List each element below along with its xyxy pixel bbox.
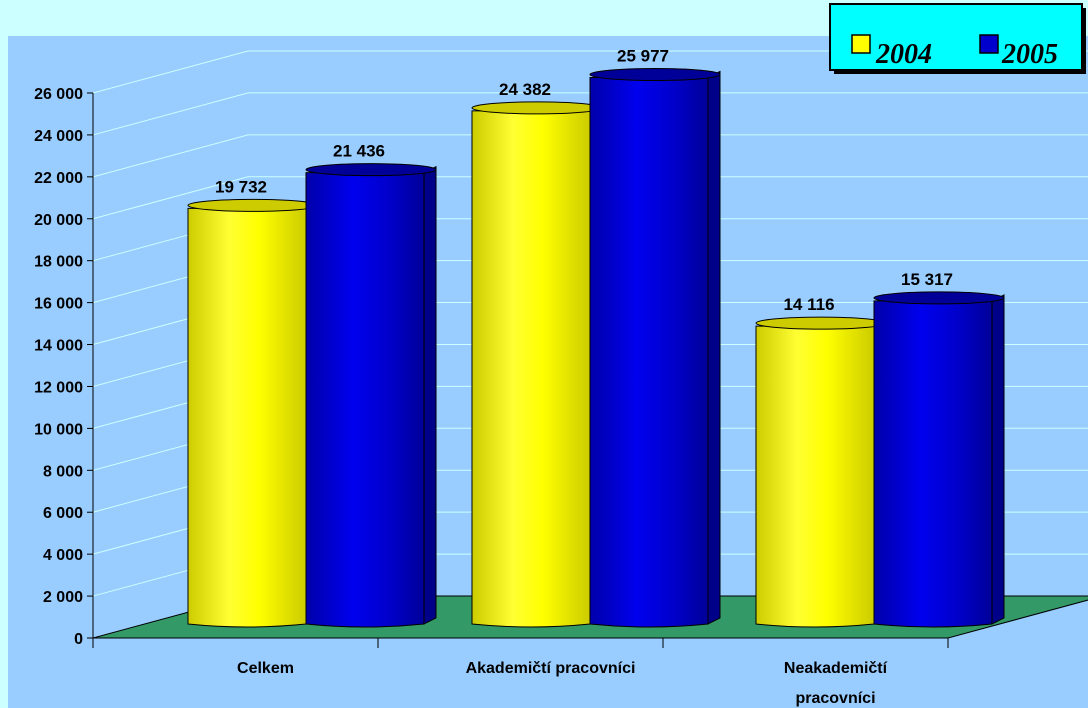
y-tick-label: 0	[74, 631, 83, 648]
y-tick-label: 6 000	[43, 505, 83, 522]
bar-2005-2	[873, 291, 1005, 628]
data-label-2004-2: 14 116	[783, 295, 834, 314]
bar-body	[589, 76, 709, 628]
data-label-2004-0: 19 732	[215, 177, 267, 196]
x-category-label: Celkem	[237, 660, 294, 677]
y-tick-label: 8 000	[43, 463, 83, 480]
y-tick-label: 24 000	[34, 128, 83, 145]
bar-2005-0	[305, 163, 437, 628]
bar-top	[873, 291, 1005, 305]
bar-body	[755, 325, 875, 628]
data-label-2005-0: 21 436	[333, 142, 385, 161]
bar-top	[471, 101, 603, 115]
bar-2005-1	[589, 67, 721, 628]
y-tick-label: 20 000	[34, 212, 83, 229]
data-label-2004-1: 24 382	[499, 80, 551, 99]
bar-body	[873, 300, 993, 628]
data-label-2005-1: 25 977	[617, 46, 669, 65]
bar-body	[187, 207, 307, 628]
bar-2004-1	[471, 101, 603, 628]
bar-body	[471, 110, 591, 628]
bar-top	[755, 316, 887, 330]
x-category-label: Akademičtí pracovníci	[466, 660, 636, 677]
data-label-2005-2: 15 317	[901, 270, 953, 289]
y-tick-label: 12 000	[34, 379, 83, 396]
legend: 2004 2005	[829, 3, 1086, 74]
legend-swatch-2004	[851, 34, 871, 54]
y-tick-label: 22 000	[34, 170, 83, 187]
y-tick-label: 16 000	[34, 296, 83, 313]
y-tick-label: 18 000	[34, 254, 83, 271]
legend-label-2005: 2005	[1001, 39, 1058, 70]
gridline	[92, 92, 1088, 136]
bar-2004-0	[187, 198, 319, 628]
y-tick-label: 10 000	[34, 421, 83, 438]
legend-label-2004: 2004	[875, 39, 932, 70]
bar-top	[187, 198, 319, 212]
x-category-label: Neakademičtí pracovníci	[784, 660, 888, 707]
gridline	[92, 176, 1088, 220]
bar-top	[305, 163, 437, 177]
y-tick-label: 2 000	[43, 589, 83, 606]
y-tick-label: 26 000	[34, 86, 83, 103]
gridline	[92, 134, 1088, 178]
bar-side	[991, 294, 1005, 625]
gridline	[92, 50, 1088, 94]
bar-side	[423, 165, 437, 625]
bar-top	[589, 67, 721, 81]
bar-2004-2	[755, 316, 887, 628]
y-tick-label: 14 000	[34, 338, 83, 355]
legend-box	[829, 3, 1083, 71]
bar-side	[707, 70, 721, 625]
y-tick-label: 4 000	[43, 547, 83, 564]
bar-body	[305, 172, 425, 628]
legend-swatch-2005	[979, 34, 999, 54]
